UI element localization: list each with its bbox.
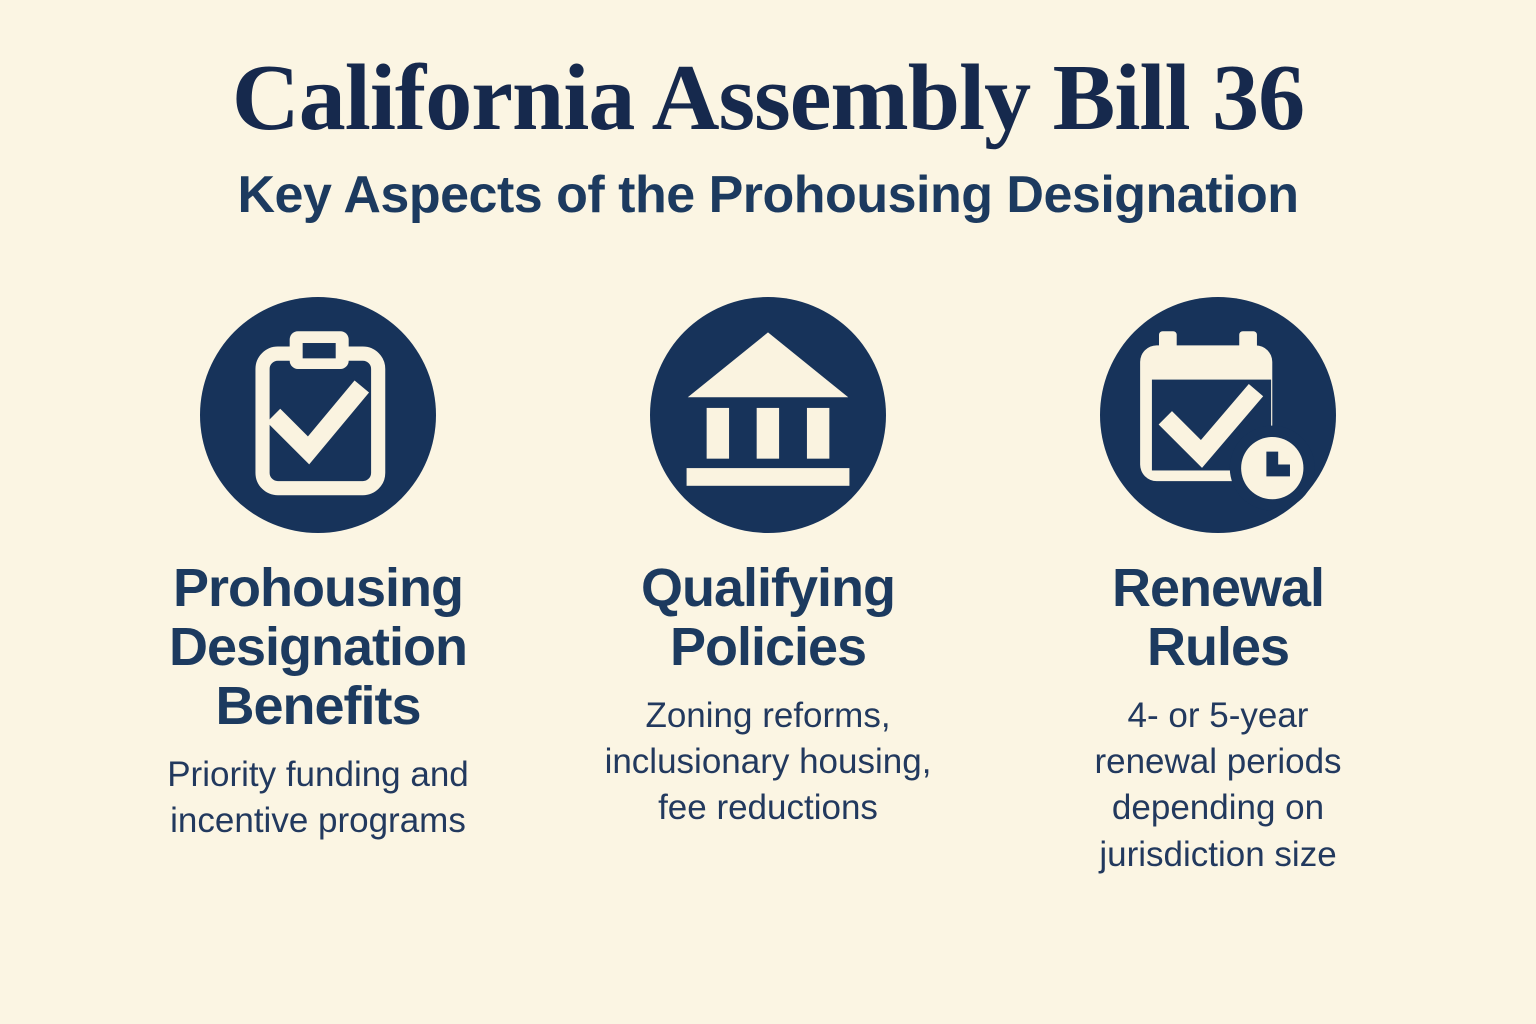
clipboard-check-icon: [200, 297, 436, 534]
bank-building-icon: [650, 297, 886, 534]
column-heading: Prohousing Designation Benefits: [168, 558, 468, 736]
heading-line: Benefits: [215, 675, 421, 736]
body-line: inclusionary housing,: [604, 742, 932, 782]
calendar-check-clock-icon: [1100, 297, 1336, 534]
column-renewal-rules: Renewal Rules 4- or 5-year renewal periods…: [993, 297, 1443, 877]
body-line: depending on: [1111, 788, 1325, 828]
heading-line: Policies: [669, 617, 867, 678]
column-description: Zoning reforms, inclusionary housing, fee …: [605, 693, 932, 832]
column-heading: Renewal Rules: [1111, 558, 1325, 678]
columns-row: Prohousing Designation Benefits Priority f…: [93, 297, 1443, 877]
column-description: Priority funding and incentive programs: [167, 752, 469, 844]
column-description: 4- or 5-year renewal periods depending on j…: [1094, 693, 1341, 878]
page-title: California Assembly Bill 36: [231, 46, 1305, 150]
heading-line: Renewal: [1111, 558, 1325, 619]
body-line: renewal periods: [1094, 742, 1342, 782]
page-subtitle: Key Aspects of the Prohousing Designatio…: [237, 166, 1299, 225]
body-line: Priority funding and: [167, 754, 469, 794]
body-line: 4- or 5-year: [1127, 695, 1309, 735]
column-heading: Qualifying Policies: [640, 558, 896, 678]
body-line: fee reductions: [658, 788, 878, 828]
body-line: Zoning reforms,: [645, 695, 891, 735]
column-prohousing-benefits: Prohousing Designation Benefits Priority f…: [93, 297, 543, 877]
heading-line: Designation: [168, 617, 468, 678]
heading-line: Qualifying: [640, 558, 896, 619]
body-line: incentive programs: [170, 801, 466, 841]
heading-line: Rules: [1146, 617, 1290, 678]
heading-line: Prohousing: [173, 558, 464, 619]
body-line: jurisdiction size: [1099, 834, 1337, 874]
column-qualifying-policies: Qualifying Policies Zoning reforms, inclus…: [543, 297, 993, 877]
